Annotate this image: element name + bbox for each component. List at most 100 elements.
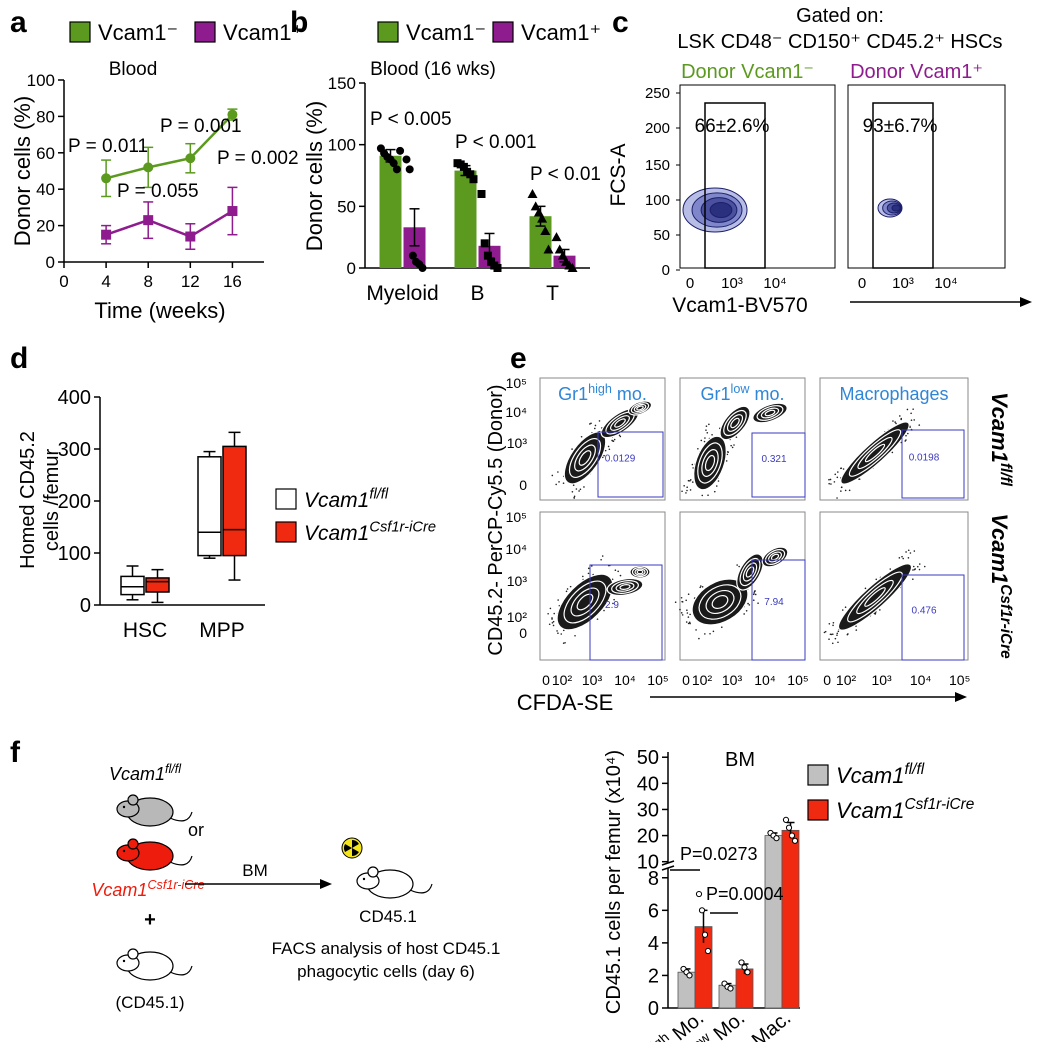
event-dot: [752, 599, 755, 601]
event-dot: [680, 596, 683, 599]
density-contour: [709, 202, 733, 218]
donor-label-part: Vcam1: [109, 764, 165, 784]
donor-label-part: Vcam1: [91, 880, 147, 900]
header: Gated on:: [796, 5, 884, 27]
plot-frame: [679, 84, 836, 269]
marker: [185, 153, 196, 164]
event-dot: [600, 558, 602, 561]
y-tick-label: 10⁴: [505, 404, 527, 420]
row-label-part: Vcam1: [987, 513, 1012, 584]
gate: [704, 102, 766, 269]
event-dot: [613, 598, 615, 601]
mouse-ear: [367, 866, 379, 878]
radiation-blade: [352, 848, 359, 856]
marker: [143, 162, 154, 173]
column-title-part: low: [731, 382, 751, 396]
event-dot: [844, 606, 847, 609]
annotation: P = 0.001: [160, 116, 242, 137]
y-tick-label: 100: [645, 192, 670, 209]
data-point: [392, 165, 401, 174]
event-dot: [754, 590, 756, 592]
y-tick-label: 0: [648, 998, 659, 1020]
y-tick-label: 50: [337, 197, 356, 216]
donor-label: Vcam1Csf1r-iCre: [91, 878, 204, 900]
event-dot: [594, 424, 597, 427]
event-dot: [836, 634, 838, 636]
event-dot: [907, 549, 910, 552]
event-dot: [686, 612, 689, 614]
y-tick-label: 0: [347, 259, 356, 278]
event-dot: [913, 550, 916, 552]
event-dot: [848, 489, 851, 492]
y-tick-label: 20: [36, 217, 55, 236]
mouse-ear: [127, 948, 139, 960]
event-dot: [700, 439, 703, 442]
radiation-blade: [344, 844, 352, 852]
chart-title: Blood (16 wks): [370, 59, 496, 80]
density-contour: [864, 443, 886, 463]
event-dot: [743, 613, 745, 615]
data-point: [466, 170, 475, 179]
x-tick-label: 0: [59, 272, 68, 291]
annotation: P = 0.002: [217, 148, 299, 169]
analysis-label: FACS analysis of host CD45.1: [272, 939, 501, 958]
gate: [751, 559, 806, 661]
data-point: [704, 947, 712, 955]
event-dot: [905, 434, 907, 437]
event-dot: [686, 609, 688, 612]
header: LSK CD48⁻ CD150⁺ CD45.2⁺ HSCs: [677, 31, 1002, 53]
y-axis-label: cells /femur: [41, 449, 63, 552]
legend-swatch: [377, 21, 399, 43]
event-dot: [698, 637, 700, 640]
event-dot: [548, 623, 551, 626]
host-label: CD45.1: [359, 907, 417, 926]
event-dot: [573, 495, 576, 498]
data-point: [396, 146, 405, 155]
marker: [227, 109, 238, 120]
y-tick-label: 0: [519, 625, 527, 641]
event-dot: [687, 622, 690, 625]
series-line: [105, 113, 234, 180]
column-title-part: Gr1: [558, 384, 588, 404]
event-dot: [604, 449, 607, 452]
arrow-head: [955, 692, 967, 702]
event-dot: [569, 585, 572, 588]
event-dot: [705, 429, 707, 431]
data-point: [530, 201, 541, 211]
legend-label: Vcam1⁻: [406, 20, 486, 45]
event-dot: [692, 467, 694, 469]
x-tick-label: 0: [686, 275, 694, 292]
event-dot: [701, 586, 704, 588]
event-dot: [551, 617, 553, 619]
data-point: [418, 264, 427, 272]
event-dot: [909, 552, 912, 554]
y-tick-label: 40: [36, 180, 55, 199]
event-dot: [829, 478, 832, 481]
event-dot: [725, 460, 728, 462]
panel-label: b: [290, 6, 308, 39]
annotation: P = 0.011: [68, 136, 148, 157]
legend-label: Vcam1⁺: [521, 20, 601, 45]
y-tick-label: 80: [36, 107, 55, 126]
density-contour: [576, 593, 594, 611]
x-tick-label: 10⁵: [949, 672, 970, 688]
x-tick-label: 16: [223, 272, 242, 291]
event-dot: [557, 599, 559, 601]
event-dot: [837, 641, 839, 644]
x-tick-label: 10³: [892, 275, 914, 292]
event-dot: [700, 585, 702, 587]
data-point: [785, 824, 793, 831]
x-tick-label: 0: [682, 672, 690, 688]
event-dot: [899, 415, 901, 417]
event-dot: [547, 612, 549, 615]
annotation: P < 0.001: [455, 132, 537, 153]
data-point: [782, 816, 790, 824]
data-point: [744, 969, 751, 976]
event-dot: [910, 419, 913, 421]
event-dot: [685, 492, 687, 494]
column-title-part: mo.: [612, 384, 647, 404]
event-dot: [923, 565, 926, 568]
event-dot: [748, 604, 751, 606]
legend-label-part: fl/fl: [904, 761, 924, 778]
